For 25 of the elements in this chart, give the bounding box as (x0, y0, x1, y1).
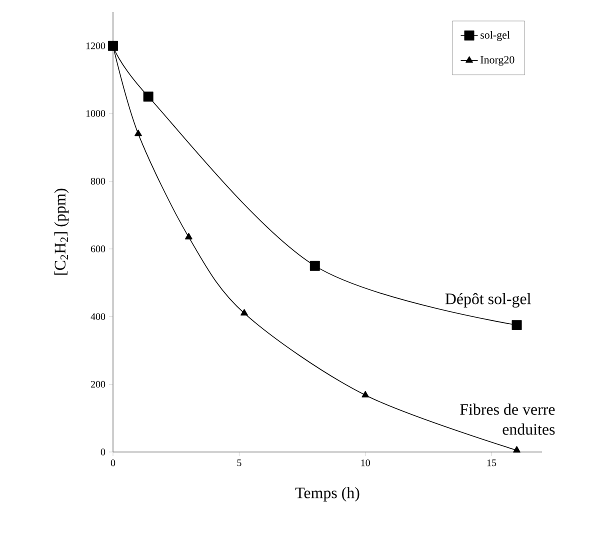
y-tick-label: 200 (90, 380, 106, 388)
y-tick-label: 600 (90, 246, 106, 252)
point (143, 92, 154, 102)
legend-label: Inorg20 (480, 56, 514, 66)
y-tick-label: 0 (100, 448, 106, 456)
point (362, 390, 370, 398)
annotation: Dépôt sol-gel (445, 293, 531, 308)
x-tick-label: 10 (361, 460, 370, 466)
annotation: Fibres de verre enduites (460, 404, 555, 435)
y-tick-label: 1200 (86, 42, 106, 50)
x-tick-label: 0 (110, 460, 116, 466)
y-tick-label: 800 (90, 178, 106, 185)
point (513, 446, 520, 453)
point (310, 260, 320, 271)
point (512, 320, 522, 330)
x-axis-title: Temps (h) (295, 487, 360, 502)
point (185, 232, 192, 240)
x-tick-label: 5 (237, 459, 242, 466)
x-tick-label: 15 (487, 460, 496, 466)
y-tick-label: 1000 (86, 110, 106, 117)
y-tick-label: 400 (90, 313, 106, 320)
point (240, 309, 248, 316)
legend-label: sol-gel (480, 30, 510, 41)
point (134, 130, 142, 136)
y-axis-title: [C$_{2}$H$_{2}$] (ppm) (54, 188, 69, 275)
